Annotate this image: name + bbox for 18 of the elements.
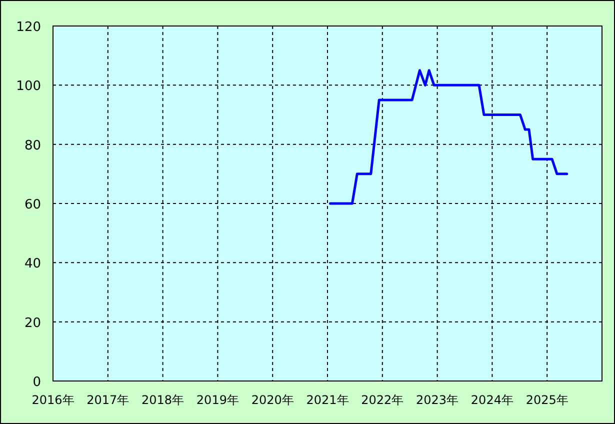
x-tick-label: 2025年 xyxy=(526,393,568,407)
y-tick-label: 80 xyxy=(24,138,41,154)
y-tick-label: 100 xyxy=(16,79,41,94)
x-tick-label: 2020年 xyxy=(251,393,294,407)
y-tick-label: 0 xyxy=(32,375,41,390)
x-tick-label: 2021年 xyxy=(306,393,349,407)
x-tick-label: 2019年 xyxy=(196,393,239,407)
y-tick-label: 120 xyxy=(16,20,41,35)
y-tick-label: 20 xyxy=(24,316,41,331)
x-tick-label: 2018年 xyxy=(142,393,184,407)
x-tick-label: 2023年 xyxy=(416,393,459,407)
x-tick-label: 2024年 xyxy=(470,393,514,407)
x-tick-label: 2016年 xyxy=(32,393,74,407)
x-tick-label: 2017年 xyxy=(86,393,130,407)
y-tick-label: 60 xyxy=(24,198,41,212)
x-tick-label: 2022年 xyxy=(361,393,404,407)
line-series xyxy=(328,69,568,205)
y-tick-label: 40 xyxy=(24,256,41,272)
